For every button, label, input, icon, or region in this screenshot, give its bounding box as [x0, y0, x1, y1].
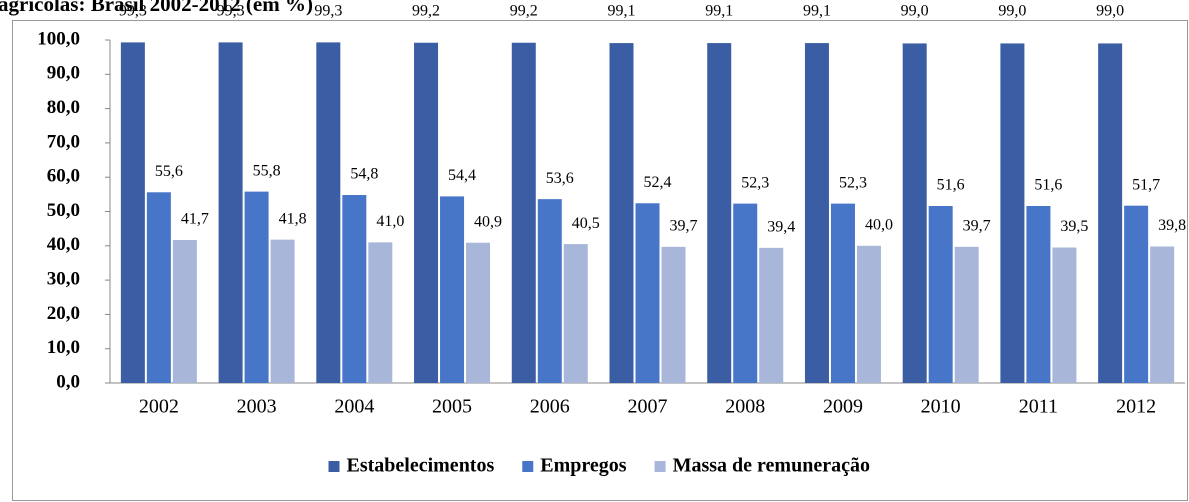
x-tick-label: 2009	[823, 396, 863, 418]
data-label: 39,4	[767, 219, 795, 236]
y-tick-label: 50,0	[47, 200, 80, 221]
data-label: 40,9	[474, 213, 502, 230]
bar	[759, 247, 784, 383]
data-label: 41,0	[376, 213, 404, 230]
bar	[830, 203, 855, 383]
data-label: 39,8	[1158, 217, 1186, 234]
data-label: 51,6	[1034, 177, 1062, 194]
bar	[270, 239, 295, 383]
bar	[146, 192, 171, 383]
data-label: 55,8	[253, 162, 281, 179]
bar	[316, 42, 341, 383]
chart-title: agrícolas: Brasil 2002-2012 (em %)	[0, 0, 313, 16]
bar	[804, 43, 829, 383]
y-tick-label: 0,0	[56, 371, 80, 392]
bar	[440, 196, 465, 383]
bar	[635, 203, 660, 383]
bar	[661, 246, 686, 383]
bar	[954, 246, 979, 383]
bar	[511, 42, 536, 384]
bar	[609, 43, 634, 383]
bar	[1000, 43, 1025, 384]
data-label: 99,1	[803, 3, 831, 20]
data-label: 99,0	[998, 3, 1026, 20]
bar	[856, 245, 881, 383]
bar	[172, 239, 197, 383]
data-label: 99,1	[705, 3, 733, 20]
data-label: 54,8	[350, 166, 378, 183]
y-tick-label: 90,0	[47, 63, 80, 84]
x-tick-label: 2004	[334, 396, 374, 418]
bar	[563, 244, 588, 383]
data-label: 55,6	[155, 163, 183, 180]
y-tick-label: 30,0	[47, 268, 80, 289]
data-label: 39,7	[963, 218, 991, 235]
y-tick-label: 20,0	[47, 303, 80, 324]
x-tick-label: 2005	[432, 396, 472, 418]
bar	[537, 199, 562, 383]
data-label: 52,3	[741, 174, 769, 191]
data-label: 99,1	[608, 3, 636, 20]
bar	[1026, 206, 1051, 383]
bar	[466, 242, 491, 383]
bar	[1150, 246, 1175, 383]
data-label: 99,3	[119, 3, 147, 20]
data-label: 99,0	[1096, 3, 1124, 20]
x-tick-label: 2008	[725, 396, 765, 418]
data-label: 54,4	[448, 167, 476, 184]
data-label: 99,3	[314, 3, 342, 20]
data-label: 51,6	[937, 177, 965, 194]
x-tick-label: 2006	[530, 396, 570, 418]
bar	[1052, 247, 1077, 383]
legend-swatch	[654, 461, 666, 472]
bar	[733, 203, 758, 383]
bar	[368, 242, 393, 383]
x-tick-label: 2003	[237, 396, 277, 418]
data-label: 41,8	[279, 210, 307, 227]
data-label: 40,5	[572, 215, 600, 232]
y-tick-label: 60,0	[47, 166, 80, 187]
data-label: 99,2	[412, 3, 440, 20]
y-tick-label: 10,0	[47, 337, 80, 358]
chart-border	[12, 20, 1188, 501]
data-label: 52,4	[644, 174, 672, 191]
data-label: 40,0	[865, 216, 893, 233]
bar	[707, 43, 732, 383]
legend-swatch	[328, 461, 340, 472]
data-label: 41,7	[181, 211, 209, 228]
bar	[1124, 205, 1149, 383]
legend-label: Massa de remuneração	[673, 455, 870, 477]
x-tick-label: 2011	[1019, 396, 1058, 418]
bar	[414, 42, 439, 384]
data-label: 52,3	[839, 174, 867, 191]
y-tick-label: 70,0	[47, 131, 80, 152]
bar	[928, 206, 953, 383]
data-label: 99,2	[510, 3, 538, 20]
legend-swatch	[522, 461, 534, 472]
data-label: 51,7	[1132, 176, 1160, 193]
bar	[120, 42, 145, 383]
bar	[902, 43, 927, 384]
y-tick-label: 100,0	[37, 28, 80, 49]
bar	[1098, 43, 1123, 384]
x-tick-label: 2012	[1116, 396, 1156, 418]
data-label: 39,7	[670, 218, 698, 235]
legend-label: Estabelecimentos	[347, 455, 495, 477]
y-tick-label: 40,0	[47, 234, 80, 255]
y-tick-label: 80,0	[47, 97, 80, 118]
legend-label: Empregos	[540, 455, 627, 477]
data-label: 53,6	[546, 170, 574, 187]
x-tick-label: 2010	[921, 396, 961, 418]
data-label: 99,3	[217, 3, 245, 20]
data-label: 39,5	[1060, 218, 1088, 235]
data-label: 99,0	[901, 3, 929, 20]
bar	[218, 42, 243, 383]
bar	[244, 191, 269, 383]
bar	[342, 195, 367, 383]
x-tick-label: 2007	[628, 396, 668, 418]
x-tick-label: 2002	[139, 396, 179, 418]
